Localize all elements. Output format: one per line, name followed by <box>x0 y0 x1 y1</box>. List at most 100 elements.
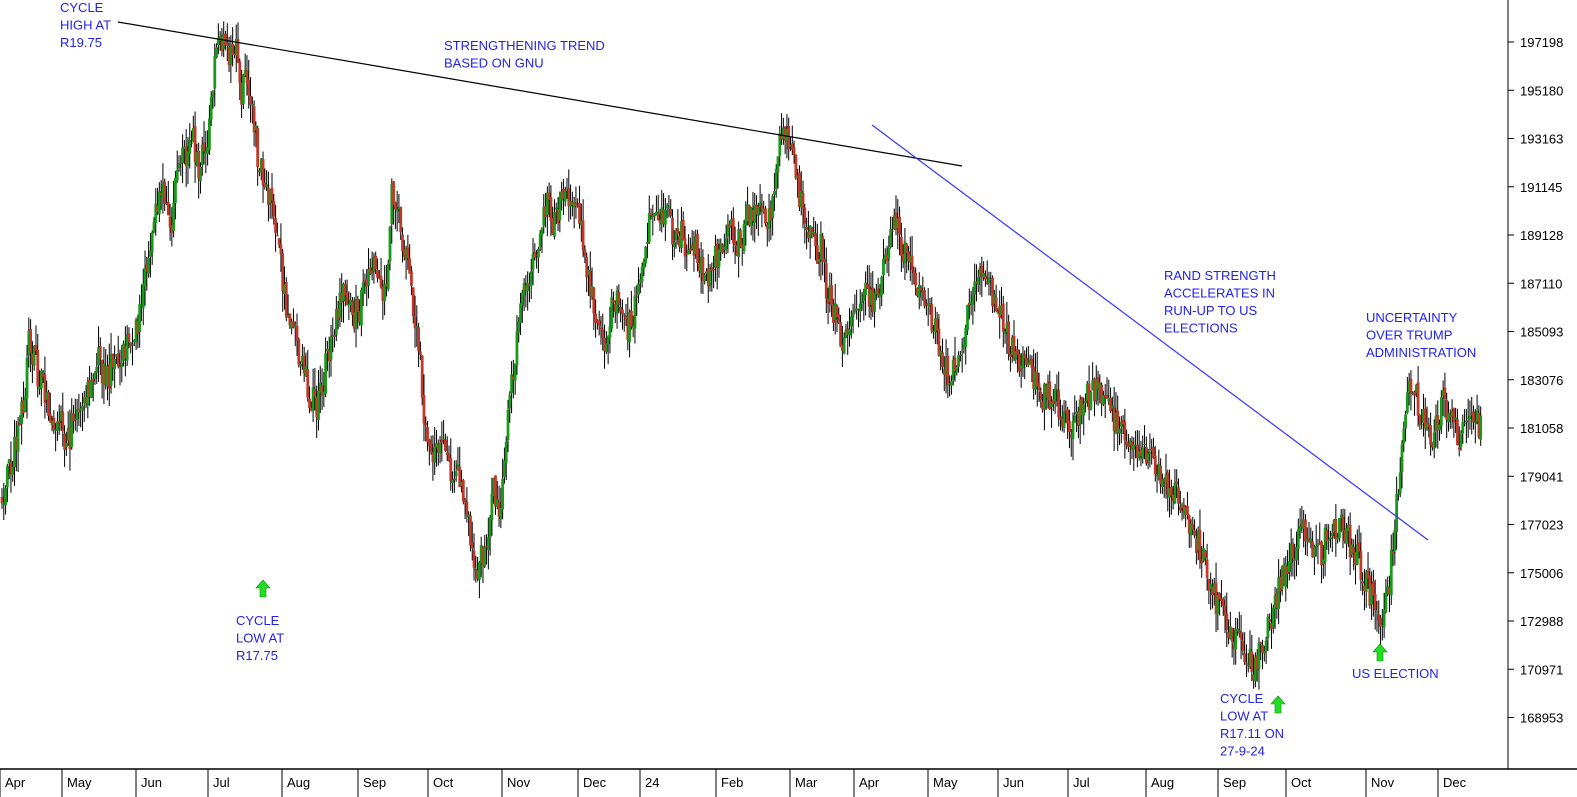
candle <box>910 235 914 285</box>
candle-body <box>1432 432 1436 449</box>
candle <box>1243 632 1247 665</box>
candle <box>156 187 159 216</box>
candle <box>349 292 353 313</box>
y-tick-label: 175006 <box>1520 566 1563 581</box>
candle <box>488 515 492 556</box>
candle <box>705 268 708 281</box>
candle <box>1445 392 1449 439</box>
candle-body <box>901 253 905 262</box>
candle-body <box>626 315 630 340</box>
candle <box>678 231 682 253</box>
candle-body <box>204 151 208 154</box>
candle <box>511 359 515 399</box>
candle-body <box>1191 524 1195 531</box>
candle-body <box>1198 529 1202 561</box>
candle <box>16 416 20 472</box>
candle-body <box>819 234 823 260</box>
candle <box>756 202 760 236</box>
candle-body <box>392 181 395 205</box>
candle-body <box>1023 354 1027 359</box>
candle-body <box>1041 401 1045 410</box>
candle <box>865 265 869 289</box>
candle-body <box>646 242 649 245</box>
candle <box>50 415 54 432</box>
candle <box>98 337 102 376</box>
candle <box>1177 478 1180 516</box>
candle <box>182 140 186 165</box>
candle-body <box>461 480 465 502</box>
candle-body <box>1123 421 1127 441</box>
candle-body <box>1375 611 1379 613</box>
candle-body <box>957 355 960 367</box>
candle-body <box>1135 444 1139 459</box>
candle-body <box>143 267 147 287</box>
candle-body <box>166 201 170 216</box>
candle-body <box>545 192 549 216</box>
candle <box>1386 576 1390 597</box>
candle <box>1094 365 1098 405</box>
candle-body <box>669 208 673 217</box>
candle <box>381 279 385 320</box>
candle <box>113 345 117 388</box>
candle <box>565 177 569 199</box>
candle-body <box>18 422 22 426</box>
candle-body <box>1284 563 1288 587</box>
candle-body <box>149 250 152 257</box>
candle <box>950 375 953 395</box>
candle <box>463 497 467 520</box>
candle <box>1152 437 1155 459</box>
candle <box>259 158 263 181</box>
candle <box>608 306 612 354</box>
candle <box>1466 398 1470 438</box>
candle-body <box>678 235 682 247</box>
candle-body <box>1037 383 1041 391</box>
candle-body <box>288 313 292 326</box>
candle <box>86 377 90 419</box>
candle-body <box>705 271 708 274</box>
candle <box>1053 383 1057 414</box>
candle <box>123 326 127 377</box>
candle <box>508 391 512 423</box>
candle <box>1271 604 1275 634</box>
candle <box>1203 549 1207 566</box>
candle-body <box>914 272 918 286</box>
candle-body <box>801 192 805 209</box>
candle <box>9 441 13 493</box>
candle-body <box>612 299 615 303</box>
candle <box>674 228 678 249</box>
candle-body <box>1044 385 1048 398</box>
candle <box>38 370 41 395</box>
candle <box>1282 557 1286 586</box>
candle <box>140 284 143 322</box>
candle <box>308 386 311 414</box>
candle <box>955 365 959 376</box>
candle-body <box>798 172 801 207</box>
candle-body <box>1189 523 1193 536</box>
candle-body <box>966 304 969 331</box>
candle <box>379 257 383 289</box>
candle-body <box>277 238 281 245</box>
candle <box>1173 469 1177 505</box>
y-tick-label: 183076 <box>1520 373 1563 388</box>
candle-body <box>73 418 77 420</box>
candle <box>1123 408 1127 459</box>
candle-body <box>987 277 991 284</box>
candle-body <box>1384 592 1388 613</box>
candle <box>288 313 292 330</box>
candle <box>982 261 986 281</box>
candle-body <box>306 369 310 398</box>
candle <box>642 258 646 276</box>
candle <box>740 237 744 266</box>
candle-body <box>907 251 910 262</box>
candle-body <box>776 156 780 173</box>
candle <box>832 298 835 331</box>
candle <box>177 155 181 172</box>
x-tick-label: May <box>67 775 92 790</box>
candle <box>1091 362 1095 391</box>
candle-body <box>1262 651 1266 654</box>
candle-body <box>429 443 433 453</box>
candle-body <box>1275 593 1279 609</box>
candle <box>1318 522 1322 545</box>
candle <box>1078 395 1082 445</box>
candle <box>309 401 313 412</box>
